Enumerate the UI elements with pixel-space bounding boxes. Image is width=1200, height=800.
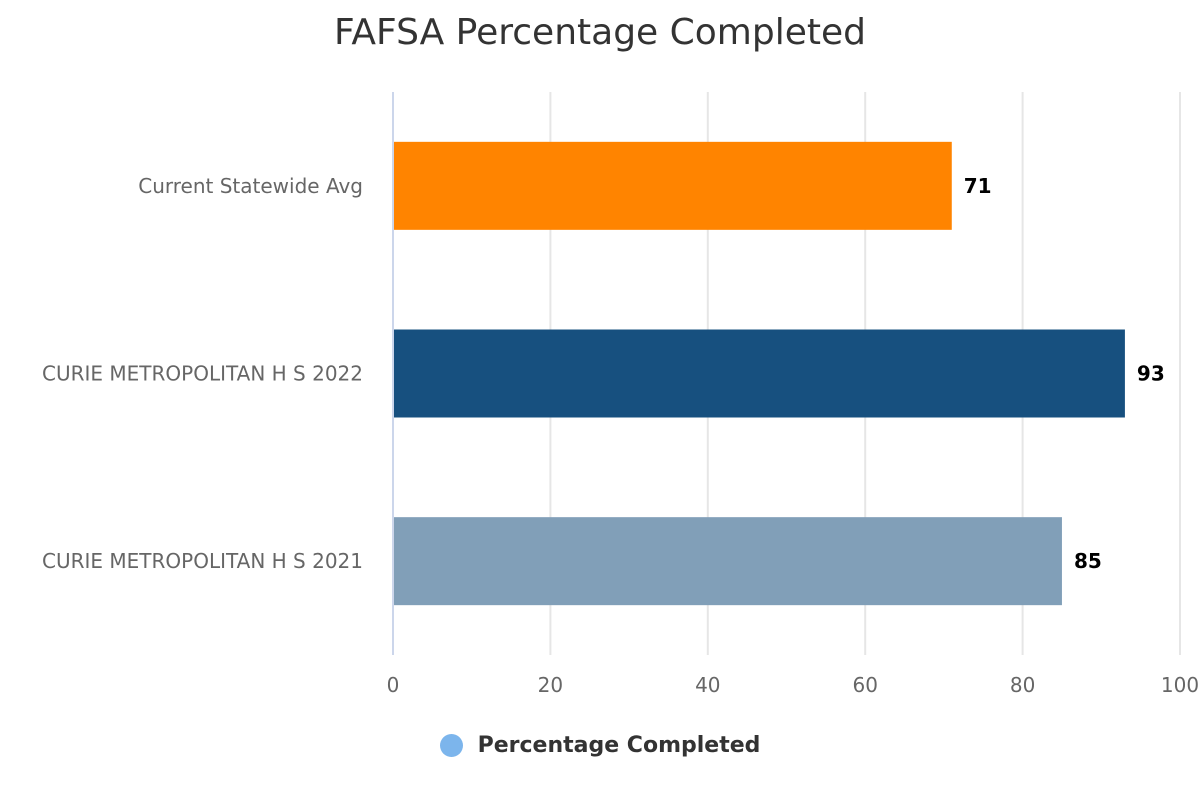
data-label: 93 bbox=[1137, 362, 1165, 386]
legend-item[interactable]: Percentage Completed bbox=[439, 732, 761, 758]
legend-label: Percentage Completed bbox=[477, 732, 761, 758]
bars bbox=[393, 141, 1125, 606]
x-tick-label: 20 bbox=[538, 673, 563, 697]
x-tick-label: 60 bbox=[852, 673, 877, 697]
legend-marker-icon bbox=[439, 733, 463, 757]
x-tick-label: 100 bbox=[1161, 673, 1199, 697]
category-label: CURIE METROPOLITAN H S 2022 bbox=[42, 362, 363, 386]
x-tick-label: 40 bbox=[695, 673, 720, 697]
chart-title: FAFSA Percentage Completed bbox=[333, 12, 866, 53]
data-label: 85 bbox=[1074, 549, 1102, 573]
x-tick-label: 80 bbox=[1010, 673, 1035, 697]
data-label: 71 bbox=[964, 174, 992, 198]
bar bbox=[393, 517, 1062, 606]
category-label: Current Statewide Avg bbox=[138, 174, 363, 198]
category-label: CURIE METROPOLITAN H S 2021 bbox=[42, 549, 363, 573]
labels: 0 20 40 60 80 100 Current Statewide Avg 71 CURIE… bbox=[42, 174, 1199, 697]
bar bbox=[393, 141, 952, 230]
legend: Percentage Completed bbox=[0, 728, 1200, 762]
x-tick-label: 0 bbox=[387, 673, 400, 697]
bar bbox=[393, 329, 1125, 418]
